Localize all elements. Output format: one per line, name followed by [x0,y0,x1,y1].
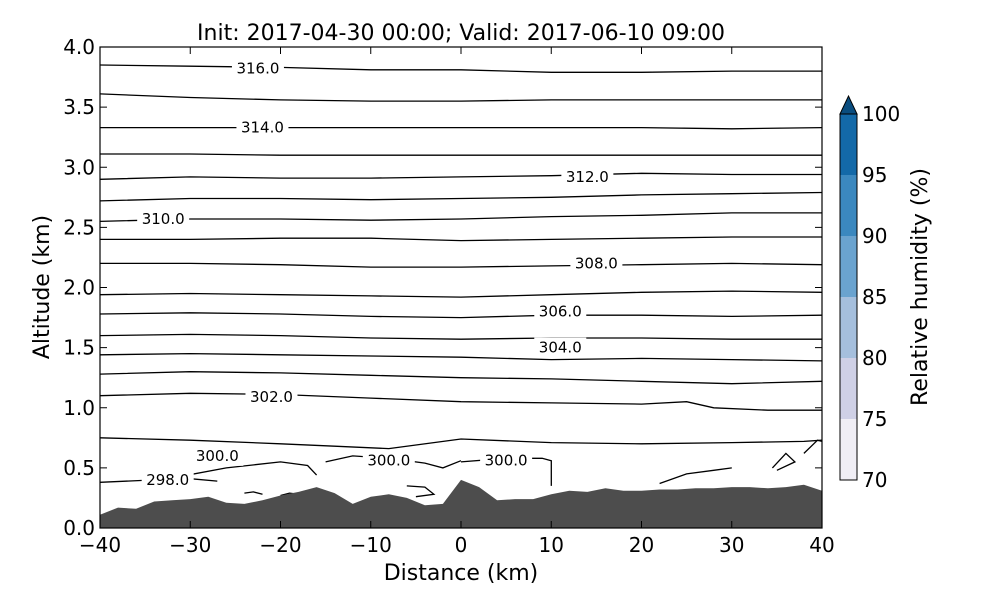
colorbar-segment [840,114,857,175]
colorbar-tick-label: 90 [862,224,887,248]
colorbar-extend-max-arrow [839,94,858,115]
contour-line-300-0 [100,437,822,450]
colorbar-tick-label: 70 [862,468,887,492]
contour-label-bg [534,337,587,358]
terrain [100,479,822,528]
contour-labels: 298.0 300.0 300.0 300.0 302.0 304.0 306.0 308.0… [137,58,623,490]
colorbar [839,94,858,481]
contour-line-310-0 [100,212,822,223]
colorbar-segment [840,236,857,297]
contour-label: 306.0 [539,303,582,321]
y-tick-label: 3.0 [63,155,95,179]
x-tick-label: 40 [809,533,834,557]
contour-label: 314.0 [241,119,284,137]
contour-line-303-0 [100,371,822,385]
contour-line-306-0 [100,312,822,319]
colorbar-tick-label: 95 [862,163,887,187]
contour-line-307-0 [100,290,822,298]
y-tick-label: 2.0 [63,276,95,300]
colorbar-segment [840,175,857,236]
contour-line-315-0 [100,93,822,102]
contour-line-300-0 [803,439,822,454]
y-tick-label: 4.0 [63,35,95,59]
colorbar-tick-label: 80 [862,346,887,370]
contour-label-bg [570,253,623,274]
y-tick-label: 0.0 [63,516,95,540]
contour-label: 300.0 [367,452,410,470]
contour-label-bg [480,450,533,471]
y-tick-label: 3.5 [63,95,95,119]
contour-line-300-0 [659,467,732,485]
colorbar-segment [840,297,857,358]
contour-label: 304.0 [539,339,582,357]
x-tick-label: 10 [539,533,564,557]
colorbar-label: Relative humidity (%) [908,168,933,406]
contour-label: 308.0 [575,254,618,272]
contour-lines [100,64,822,498]
contour-line-316-0 [100,64,822,73]
y-tick-label: 1.0 [63,396,95,420]
contour-line-300-0 [406,485,436,498]
contour-line-313-0 [100,153,822,156]
contour-label-bg [137,208,190,229]
contour-label: 302.0 [250,388,293,406]
colorbar-segment [840,419,857,480]
contour-label-bg [231,58,284,79]
contour-label: 300.0 [485,452,528,470]
contour-label: 300.0 [196,447,239,465]
contour-label-bg [561,166,614,187]
colorbar-segment [840,358,857,419]
y-tick-label: 2.5 [63,215,95,239]
contour-label: 312.0 [566,168,609,186]
contour-label: 316.0 [236,60,279,78]
x-tick-label: −30 [169,533,211,557]
colorbar-tick-label: 75 [862,407,887,431]
colorbar-tick-label: 85 [862,285,887,309]
y-axis-label: Altitude (km) [30,215,55,359]
y-axis-ticks: 0.0 0.5 1.0 1.5 2.0 2.5 3.0 3.5 4.0 [63,35,822,540]
contour-line-309-0 [100,236,822,242]
contour-label-bg [141,469,194,490]
contour-line-311-0 [100,191,822,202]
x-axis-label: Distance (km) [384,561,539,586]
x-tick-label: −20 [259,533,301,557]
colorbar-frame [839,113,858,481]
colorbar-tick-label: 100 [862,102,900,126]
contour-line-304-0 [100,352,822,362]
contour-line-305-0 [100,333,822,340]
y-tick-label: 1.5 [63,336,95,360]
x-tick-label: −40 [79,533,121,557]
terrain-fill [100,479,822,528]
contour-label-bg [534,301,587,322]
contour-label-bg [245,386,298,407]
colorbar-ticks: 70 75 80 85 90 95 100 [862,102,900,492]
x-axis-ticks: −40 −30 −20 −10 0 10 20 30 40 [79,47,835,557]
x-tick-label: −10 [350,533,392,557]
x-tick-label: 30 [719,533,744,557]
contour-line-300-0 [181,461,318,477]
contour-label-bg [362,450,415,471]
contour-line-308-0 [100,262,822,268]
contour-line-300-0 [244,491,263,495]
chart-title: Init: 2017-04-30 00:00; Valid: 2017-06-1… [197,21,725,46]
contour-label-bg [236,117,289,138]
x-tick-label: 20 [629,533,654,557]
x-tick-label: 0 [455,533,468,557]
contour-line-300-0 [771,452,797,471]
y-tick-label: 0.5 [63,456,95,480]
contour-label-bg [191,445,244,466]
contour-label: 298.0 [146,471,189,489]
contour-label: 310.0 [142,210,185,228]
contour-line-314-0 [100,126,822,130]
contour-line-312-0 [100,172,822,180]
